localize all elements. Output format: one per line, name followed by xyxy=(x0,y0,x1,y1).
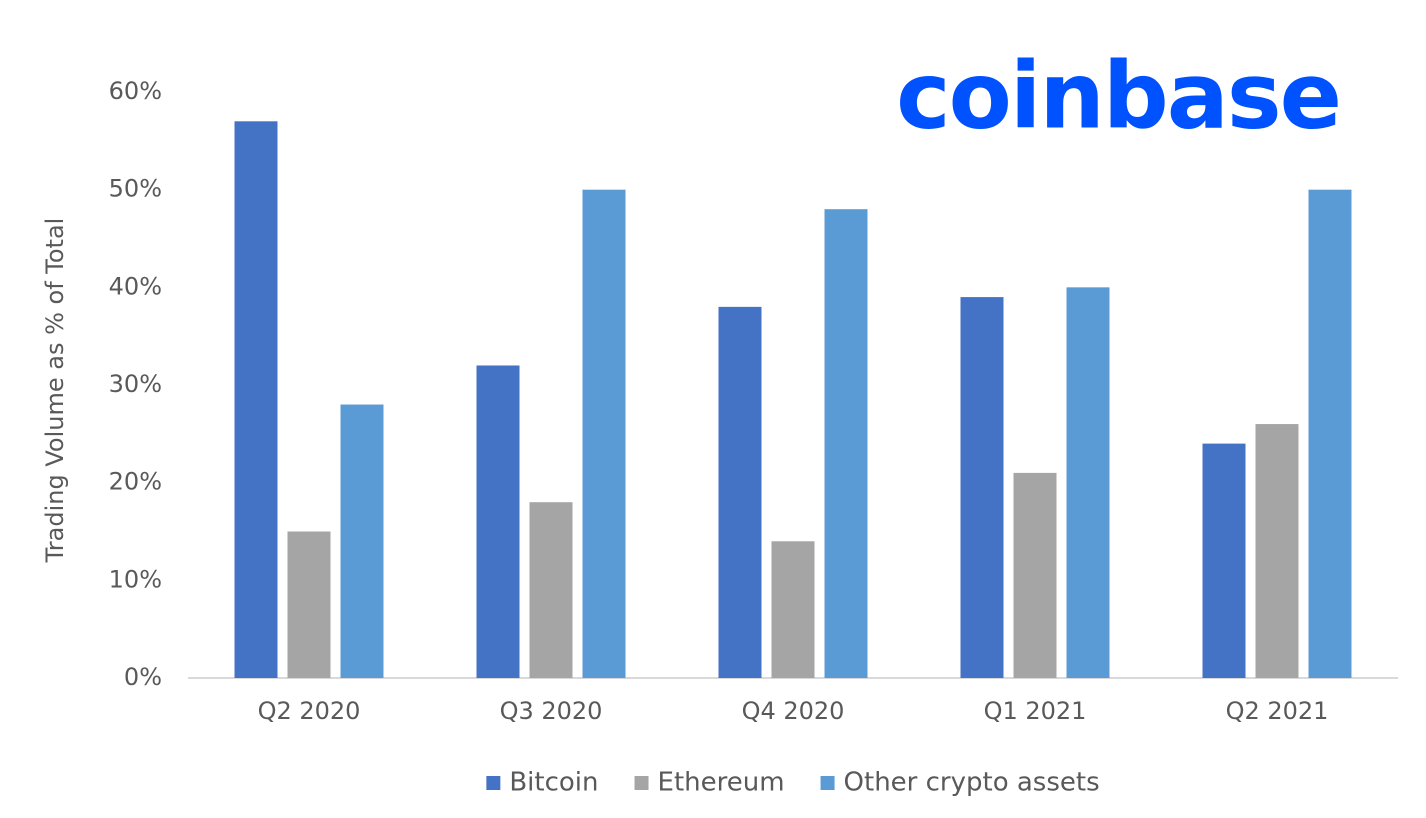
bar xyxy=(718,306,762,678)
legend-label: Other crypto assets xyxy=(844,768,1100,798)
bar xyxy=(1013,472,1057,678)
legend-swatch xyxy=(634,776,649,790)
bar xyxy=(824,209,868,678)
bar xyxy=(234,121,278,679)
legend-label: Ethereum xyxy=(658,768,785,798)
legend-swatch xyxy=(820,776,835,790)
x-tick-label: Q2 2020 xyxy=(258,697,361,725)
legend-swatch xyxy=(486,776,501,790)
bar xyxy=(960,297,1004,678)
y-tick-label: 60% xyxy=(109,77,162,105)
logo: coinbase xyxy=(896,42,1340,149)
y-tick-label: 10% xyxy=(109,565,162,593)
y-tick-label: 40% xyxy=(109,272,162,300)
x-tick-label: Q2 2021 xyxy=(1226,697,1329,725)
y-tick-label: 20% xyxy=(109,468,162,496)
bar xyxy=(582,189,626,678)
y-tick-label: 50% xyxy=(109,175,162,203)
bar xyxy=(1308,189,1352,678)
y-axis-label: Trading Volume as % of Total xyxy=(41,218,69,564)
bar xyxy=(340,404,384,678)
x-tick-label: Q1 2021 xyxy=(984,697,1087,725)
bar xyxy=(476,365,520,678)
bar xyxy=(1202,443,1246,678)
bar xyxy=(529,502,573,678)
legend-label: Bitcoin xyxy=(509,768,598,798)
bar xyxy=(1066,287,1110,678)
y-tick-label: 30% xyxy=(109,370,162,398)
x-tick-label: Q4 2020 xyxy=(742,697,845,725)
bar xyxy=(771,541,815,678)
y-tick-label: 0% xyxy=(124,663,162,691)
x-tick-label: Q3 2020 xyxy=(500,697,603,725)
bar xyxy=(287,531,331,678)
bar xyxy=(1255,424,1299,678)
